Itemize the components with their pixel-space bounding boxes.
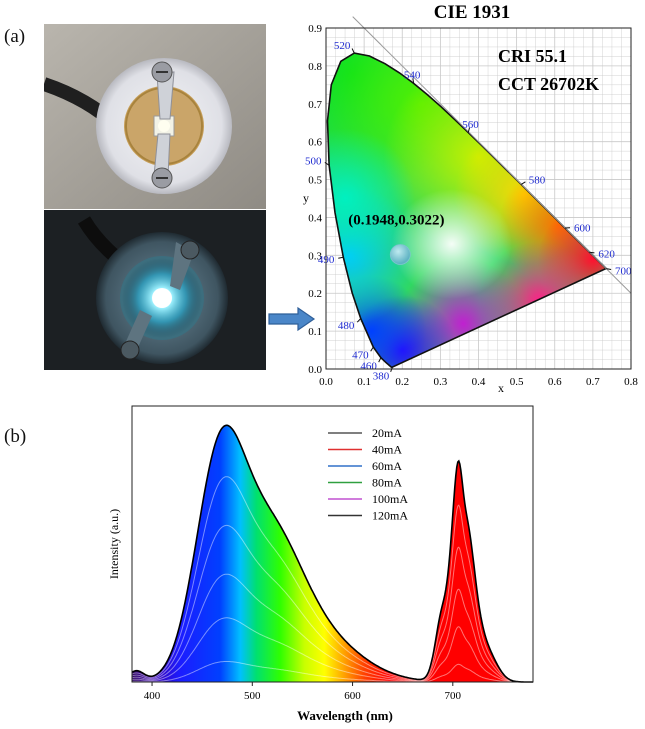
led-photo-off (44, 24, 266, 209)
cie-y-tick-label: 0.7 (308, 99, 322, 111)
legend-entry: 80mA (372, 476, 402, 490)
cri-annotation: CRI 55.1 (498, 46, 567, 66)
spectrum-y-label: Intensity (a.u.) (107, 509, 121, 579)
wavelength-label: 580 (529, 175, 546, 187)
cie-y-tick-label: 0.4 (308, 212, 322, 224)
legend-entry: 60mA (372, 459, 402, 473)
cie-x-tick-label: 0.4 (472, 376, 486, 388)
panel-label-a: (a) (4, 26, 25, 48)
legend-entry: 20mA (372, 426, 402, 440)
spectrum-x-label: Wavelength (nm) (297, 708, 393, 723)
cie-x-tick-label: 0.1 (357, 376, 371, 388)
cie-y-tick-label: 0.8 (308, 61, 322, 73)
cie-1931-diagram: CIE 1931 0.0 0.1 0.2 0.3 0.4 0.5 0.6 0.7 0.8 0.0 0… (296, 0, 641, 405)
cie-y-label: y (303, 191, 309, 205)
led-photo-on (44, 210, 266, 370)
cct-annotation: CCT 26702K (498, 74, 599, 94)
legend-entry: 100mA (372, 492, 408, 506)
cie-y-tick-label: 0.0 (308, 364, 322, 376)
cie-x-tick-label: 0.5 (510, 376, 524, 388)
wavelength-label: 470 (352, 350, 369, 362)
wavelength-label: 540 (404, 69, 421, 81)
cie-y-tick-label: 0.6 (308, 137, 322, 149)
chromaticity-point-label: (0.1948,0.3022) (348, 212, 444, 228)
cie-x-tick-label: 0.6 (548, 376, 562, 388)
cie-x-tick-label: 0.3 (434, 376, 448, 388)
cie-x-tick-label: 0.8 (624, 376, 638, 388)
spectrum-x-tick-label: 700 (445, 690, 462, 702)
cie-x-tick-label: 0.7 (586, 376, 600, 388)
cie-color-gamut (296, 0, 641, 400)
cie-x-tick-label: 0.2 (395, 376, 409, 388)
spectrum-x-tick-label: 400 (144, 690, 161, 702)
wavelength-label: 480 (338, 320, 355, 332)
panel-label-b: (b) (4, 426, 26, 448)
wavelength-label: 520 (334, 40, 351, 52)
cie-x-tick-label: 0.0 (319, 376, 333, 388)
spectrum-x-tick-label: 500 (244, 690, 261, 702)
wavelength-label: 600 (574, 222, 591, 234)
wavelength-label: 500 (305, 155, 322, 167)
legend-entry: 40mA (372, 443, 402, 457)
wavelength-label: 460 (360, 361, 377, 373)
cie-y-tick-label: 0.9 (308, 23, 322, 35)
cie-y-tick-label: 0.2 (308, 288, 322, 300)
legend-entry: 120mA (372, 509, 408, 523)
cie-y-tick-label: 0.1 (308, 326, 322, 338)
spectrum-x-tick-label: 600 (344, 690, 361, 702)
wavelength-label: 700 (615, 265, 632, 277)
wavelength-label: 620 (598, 248, 615, 260)
chromaticity-point (390, 244, 410, 264)
cie-x-label: x (498, 381, 504, 395)
cie-title: CIE 1931 (434, 2, 511, 23)
wavelength-label: 560 (462, 119, 479, 131)
cie-y-tick-label: 0.5 (308, 175, 322, 187)
